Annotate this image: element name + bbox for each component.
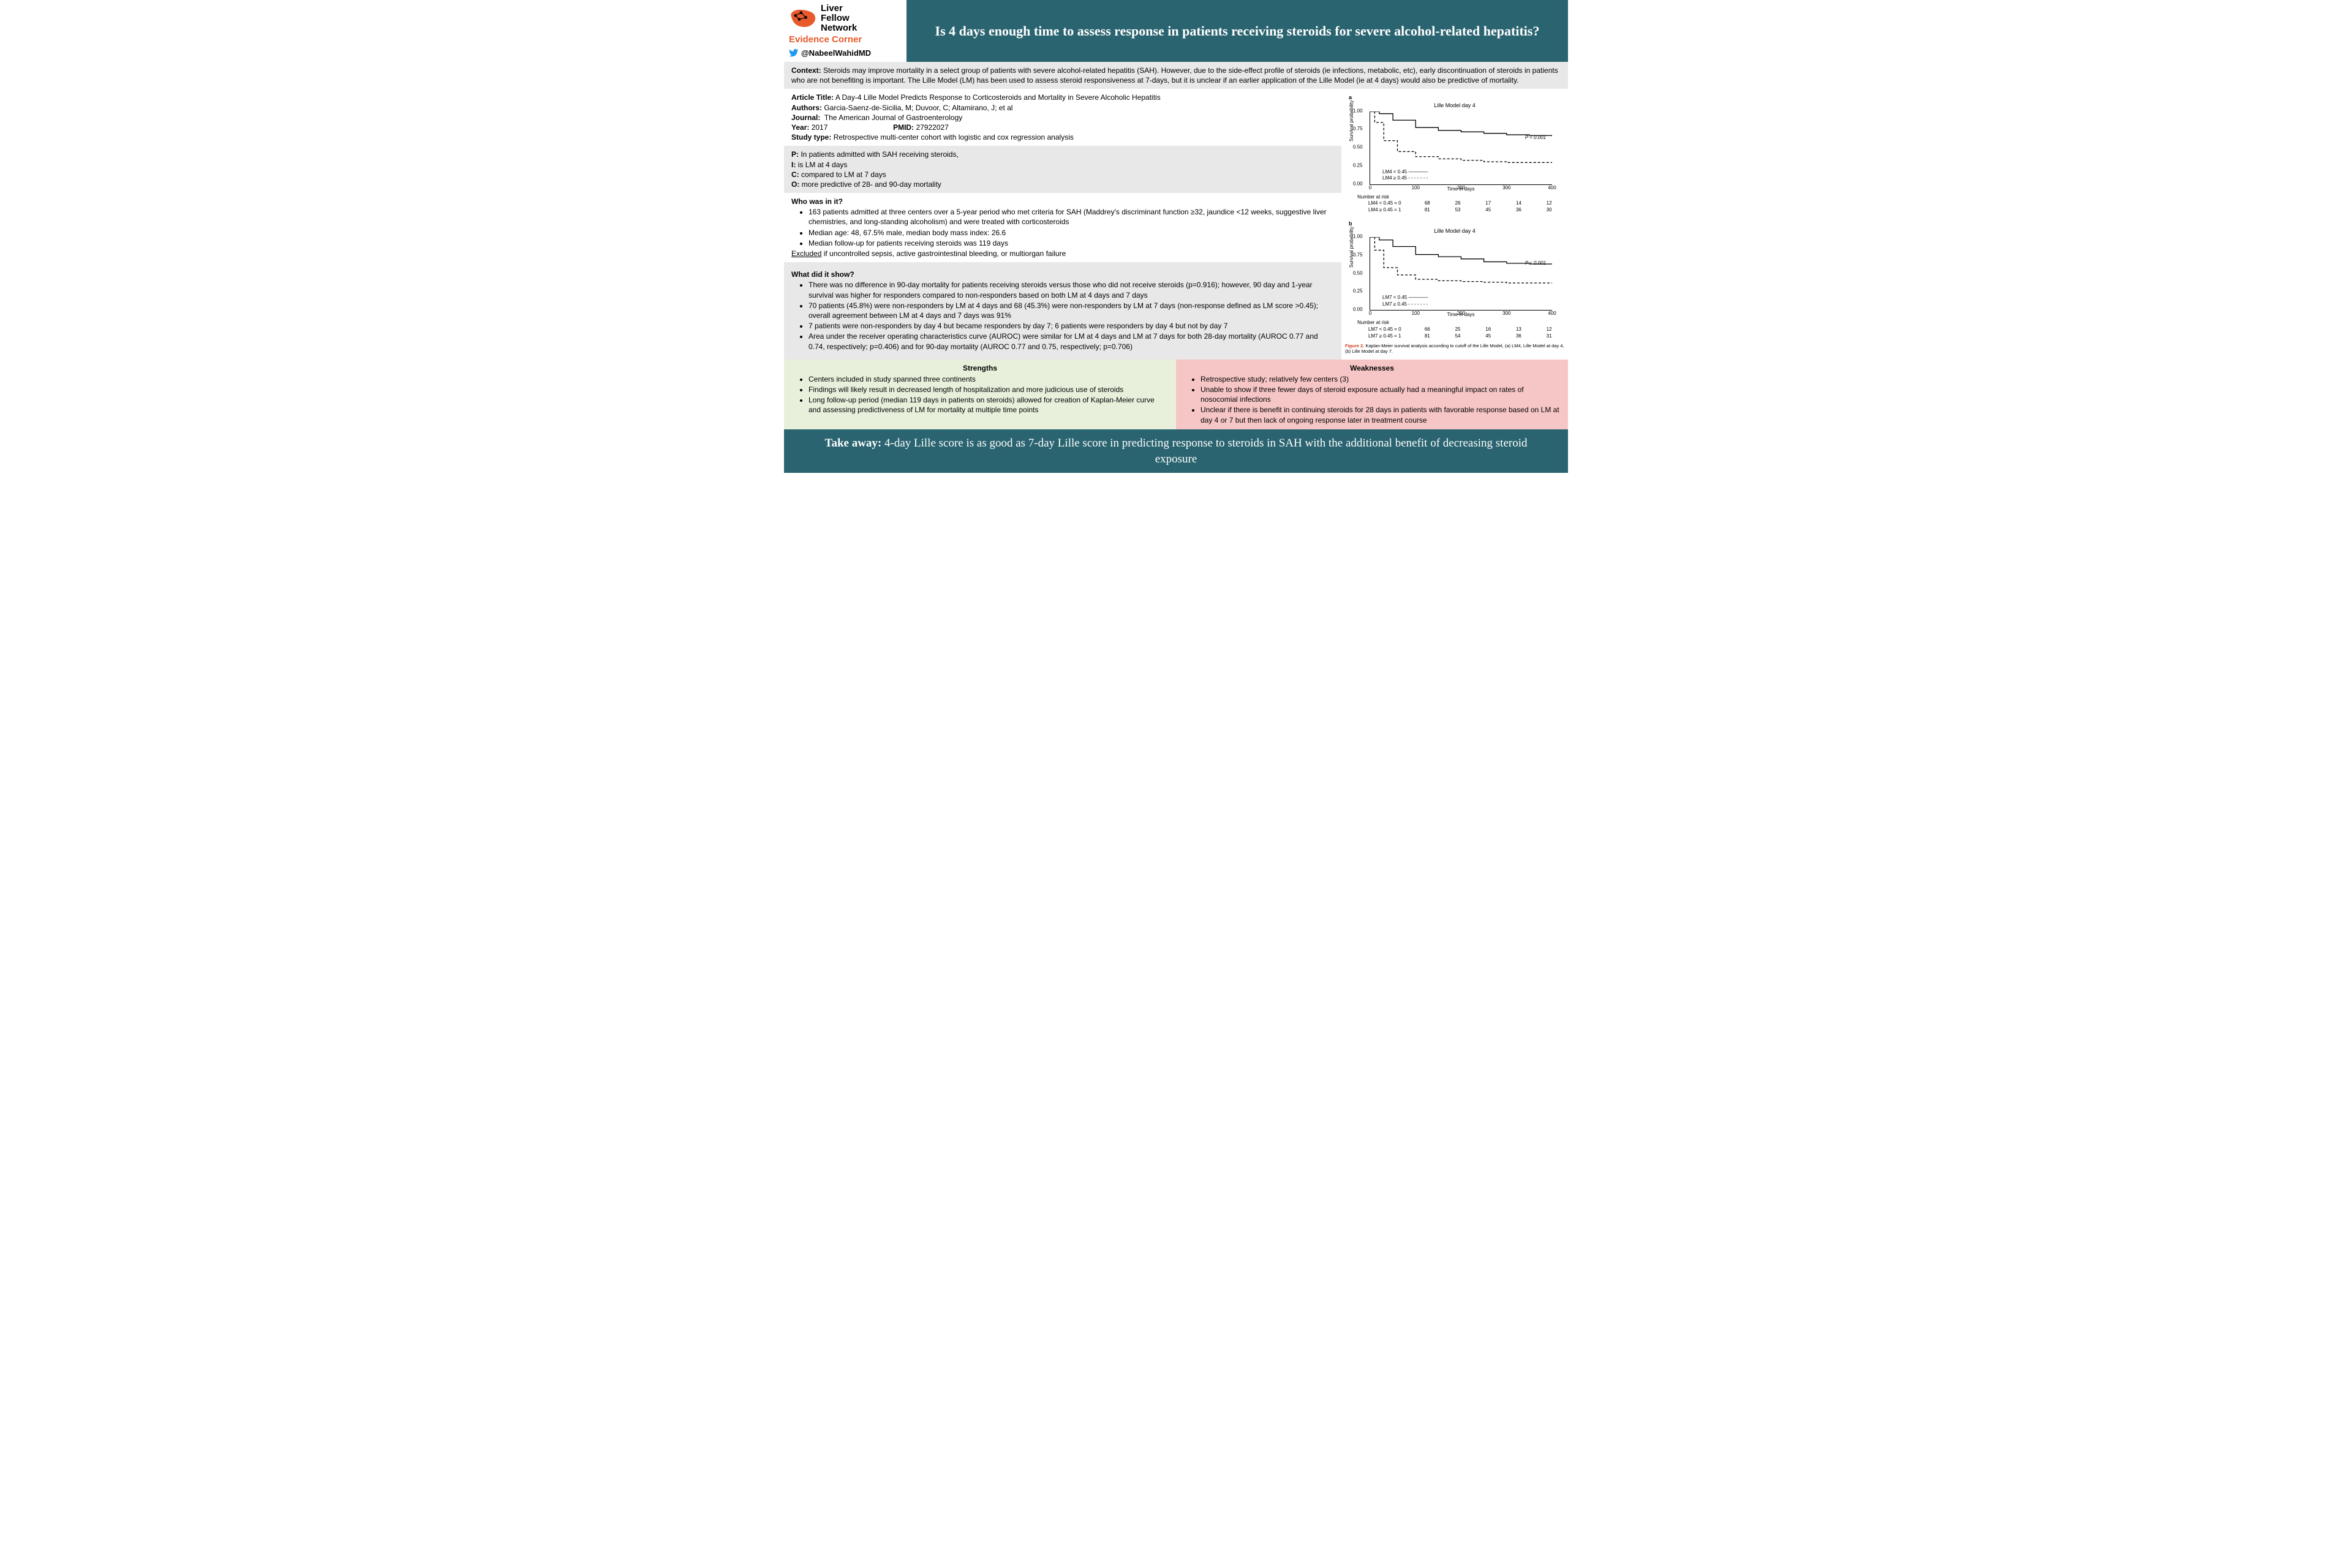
panel-b-title: Lille Model day 4 bbox=[1345, 227, 1564, 235]
panel-a-title: Lille Model day 4 bbox=[1345, 102, 1564, 109]
panel-a-ylabel: Survival probability bbox=[1349, 100, 1355, 141]
evidence-corner: Evidence Corner bbox=[789, 34, 902, 46]
pmid-label: PMID: bbox=[893, 123, 914, 132]
km-chart-b: P < 0.001 LM7 < 0.45 ———— LM7 ≥ 0.45 - -… bbox=[1370, 237, 1552, 311]
pico-p: In patients admitted with SAH receiving … bbox=[801, 150, 958, 159]
twitter-handle: @NabeelWahidMD bbox=[789, 48, 902, 59]
logo-box: Liver Fellow Network Evidence Corner @Na… bbox=[784, 0, 907, 62]
risk-row: LM7 < 0.45 = 06625161312 bbox=[1357, 326, 1564, 333]
pico-o-label: O: bbox=[791, 180, 799, 189]
main-title: Is 4 days enough time to assess response… bbox=[907, 0, 1568, 62]
strength-item: Centers included in study spanned three … bbox=[809, 374, 1169, 384]
pmid: 27922027 bbox=[916, 123, 948, 132]
article-meta: Article Title: A Day-4 Lille Model Predi… bbox=[784, 89, 1341, 146]
authors-label: Authors: bbox=[791, 104, 822, 112]
context-text: Steroids may improve mortality in a sele… bbox=[791, 66, 1558, 85]
panel-a-risk: Number at risk LM4 < 0.45 = 06826171412 … bbox=[1357, 194, 1564, 214]
who-item: Median age: 48, 67.5% male, median body … bbox=[809, 228, 1334, 238]
show-list: There was no difference in 90-day mortal… bbox=[791, 280, 1334, 351]
pico-p-label: P: bbox=[791, 150, 799, 159]
pico-i-label: I: bbox=[791, 160, 796, 169]
main-content: Article Title: A Day-4 Lille Model Predi… bbox=[784, 89, 1568, 359]
liver-network-icon bbox=[789, 7, 817, 29]
header: Liver Fellow Network Evidence Corner @Na… bbox=[784, 0, 1568, 62]
logo-line2: Fellow bbox=[821, 13, 857, 23]
panel-b-ylabel: Survival probability bbox=[1349, 226, 1355, 267]
pico-section: P: In patients admitted with SAH receivi… bbox=[784, 146, 1341, 193]
risk-row: LM4 ≥ 0.45 = 18153453630 bbox=[1357, 207, 1564, 214]
authors: Garcia-Saenz-de-Sicilia, M; Duvoor, C; A… bbox=[824, 104, 1012, 112]
pico-c: compared to LM at 7 days bbox=[801, 170, 886, 179]
journal-label: Journal: bbox=[791, 113, 820, 122]
figure-caption-label: Figure 2. bbox=[1345, 343, 1364, 349]
pico-c-label: C: bbox=[791, 170, 799, 179]
weakness-item: Unable to show if three fewer days of st… bbox=[1200, 385, 1561, 404]
risk-row: LM4 < 0.45 = 06826171412 bbox=[1357, 200, 1564, 207]
show-section: What did it show? There was no differenc… bbox=[784, 262, 1341, 360]
strengths-weaknesses: Strengths Centers included in study span… bbox=[784, 360, 1568, 429]
weaknesses-list: Retrospective study; relatively few cent… bbox=[1183, 374, 1561, 425]
weaknesses-box: Weaknesses Retrospective study; relative… bbox=[1176, 360, 1568, 429]
pico-i: is LM at 4 days bbox=[798, 160, 848, 169]
who-list: 163 patients admitted at three centers o… bbox=[791, 207, 1334, 248]
excluded-text: if uncontrolled sepsis, active gastroint… bbox=[821, 249, 1066, 258]
show-item: Area under the receiver operating charac… bbox=[809, 331, 1334, 351]
strengths-box: Strengths Centers included in study span… bbox=[784, 360, 1176, 429]
who-heading: Who was in it? bbox=[791, 197, 1334, 206]
show-heading: What did it show? bbox=[791, 270, 1334, 279]
figure-column: a Lille Model day 4 Survival probability… bbox=[1341, 89, 1568, 359]
pico-o: more predictive of 28- and 90-day mortal… bbox=[802, 180, 941, 189]
weaknesses-heading: Weaknesses bbox=[1183, 363, 1561, 373]
year-label: Year: bbox=[791, 123, 809, 132]
article-title: A Day-4 Lille Model Predicts Response to… bbox=[835, 93, 1161, 102]
takeaway-label: Take away: bbox=[825, 437, 882, 450]
figure-caption: Figure 2. Kaplan-Meier survival analysis… bbox=[1345, 343, 1564, 354]
panel-b-label: b bbox=[1349, 220, 1564, 227]
study-label: Study type: bbox=[791, 133, 831, 141]
risk-label: Number at risk bbox=[1357, 320, 1564, 326]
study-type: Retrospective multi-center cohort with l… bbox=[834, 133, 1074, 141]
panel-a-label: a bbox=[1349, 94, 1564, 101]
km-chart-a: P < 0.001 LM4 < 0.45 ———— LM4 ≥ 0.45 - -… bbox=[1370, 111, 1552, 185]
show-item: 7 patients were non-responders by day 4 … bbox=[809, 321, 1334, 331]
takeaway: Take away: 4-day Lille score is as good … bbox=[784, 429, 1568, 473]
who-item: 163 patients admitted at three centers o… bbox=[809, 207, 1334, 227]
twitter-icon bbox=[789, 48, 799, 58]
weakness-item: Unclear if there is benefit in continuin… bbox=[1200, 405, 1561, 424]
strengths-list: Centers included in study spanned three … bbox=[791, 374, 1169, 415]
article-title-label: Article Title: bbox=[791, 93, 834, 102]
context-section: Context: Steroids may improve mortality … bbox=[784, 62, 1568, 89]
risk-label: Number at risk bbox=[1357, 194, 1564, 201]
km-panel-b: b Lille Model day 4 Survival probability… bbox=[1345, 220, 1564, 339]
strengths-heading: Strengths bbox=[791, 363, 1169, 373]
panel-b-risk: Number at risk LM7 < 0.45 = 06625161312 … bbox=[1357, 320, 1564, 339]
who-item: Median follow-up for patients receiving … bbox=[809, 238, 1334, 248]
weakness-item: Retrospective study; relatively few cent… bbox=[1200, 374, 1561, 384]
strength-item: Long follow-up period (median 119 days i… bbox=[809, 395, 1169, 415]
show-item: There was no difference in 90-day mortal… bbox=[809, 280, 1334, 300]
who-section: Who was in it? 163 patients admitted at … bbox=[784, 193, 1341, 262]
figure-caption-text: Kaplan-Meier survival analysis according… bbox=[1345, 343, 1564, 354]
journal: The American Journal of Gastroenterology bbox=[824, 113, 962, 122]
strength-item: Findings will likely result in decreased… bbox=[809, 385, 1169, 394]
logo-line1: Liver bbox=[821, 4, 857, 13]
risk-row: LM7 ≥ 0.45 = 18154453631 bbox=[1357, 333, 1564, 340]
context-label: Context: bbox=[791, 66, 821, 75]
logo-text: Liver Fellow Network bbox=[821, 4, 857, 32]
logo-line3: Network bbox=[821, 23, 857, 33]
km-panel-a: a Lille Model day 4 Survival probability… bbox=[1345, 94, 1564, 213]
takeaway-text: 4-day Lille score is as good as 7-day Li… bbox=[884, 437, 1527, 466]
year: 2017 bbox=[812, 123, 828, 132]
show-item: 70 patients (45.8%) were non-responders … bbox=[809, 301, 1334, 320]
handle-text: @NabeelWahidMD bbox=[801, 48, 871, 59]
excluded-label: Excluded bbox=[791, 249, 821, 258]
